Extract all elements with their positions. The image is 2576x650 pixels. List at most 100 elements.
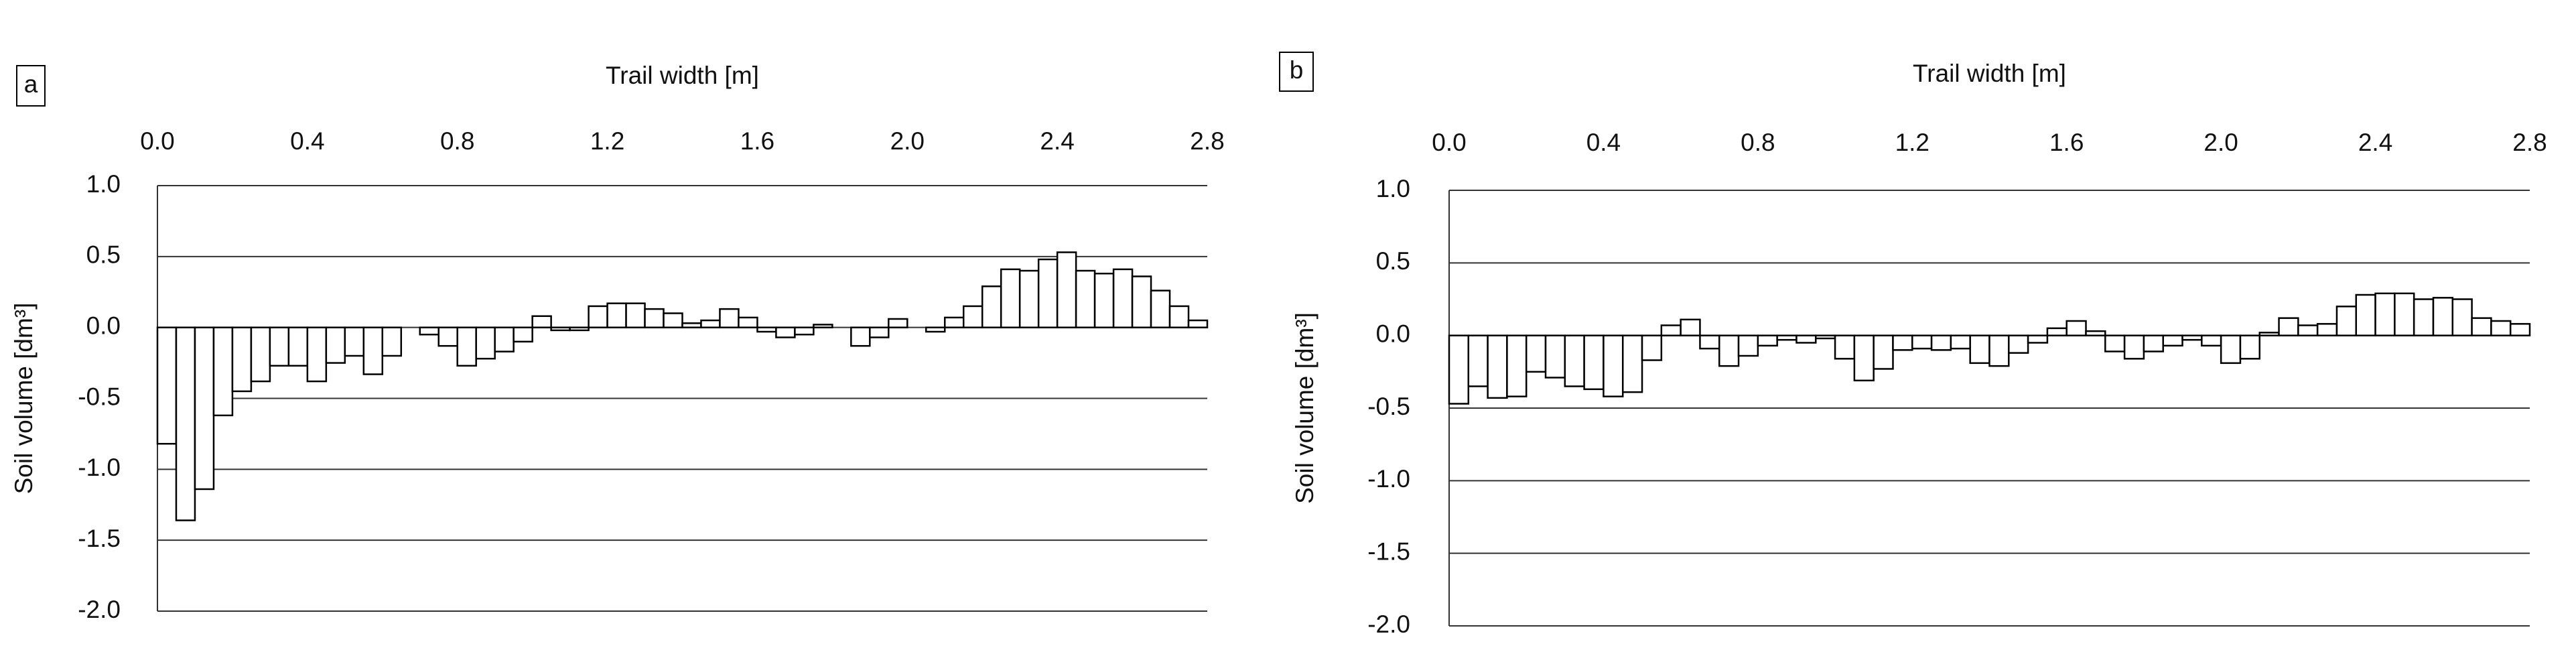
x-tick-label: 2.0 xyxy=(890,127,925,155)
bar xyxy=(2278,317,2299,336)
bar xyxy=(1660,324,1682,336)
bar xyxy=(1544,334,1566,379)
bar xyxy=(944,316,965,328)
y-tick-label: 1.0 xyxy=(86,170,121,198)
bar xyxy=(2451,298,2473,336)
bar xyxy=(606,302,627,328)
y-tick-label: -1.5 xyxy=(1367,537,1410,565)
x-tick-label: 1.2 xyxy=(590,127,624,155)
y-tick-label: 0.0 xyxy=(1376,320,1410,347)
x-tick-label: 1.6 xyxy=(2049,129,2084,156)
bar xyxy=(513,326,533,343)
bar xyxy=(1487,334,1508,399)
chart-panel: b Trail width [m] Soil volume [dm³] 1.0 0.5 0… xyxy=(1279,52,2547,638)
y-tick-label: 0.0 xyxy=(86,312,121,339)
bar xyxy=(2008,334,2029,354)
bar xyxy=(1075,269,1096,328)
panel-label-box xyxy=(16,65,46,107)
bar xyxy=(1988,334,2010,367)
bar xyxy=(325,326,346,364)
bar xyxy=(231,326,253,393)
bar xyxy=(1448,334,1470,405)
bar xyxy=(2162,334,2183,347)
bar xyxy=(2123,334,2145,360)
x-tick-label: 0.0 xyxy=(140,127,174,155)
bar xyxy=(775,326,796,338)
bar xyxy=(588,305,608,328)
x-tick-label: 0.8 xyxy=(440,127,474,155)
y-tick-label: -2.0 xyxy=(1367,610,1410,638)
y-tick-label: 0.5 xyxy=(86,241,121,269)
bar xyxy=(1621,334,1643,393)
bar xyxy=(1018,269,1040,328)
panel-label: b xyxy=(1290,56,1304,84)
y-tick-label: -1.0 xyxy=(1367,465,1410,493)
bar xyxy=(156,326,178,445)
bar xyxy=(2432,297,2454,336)
x-tick-label: 2.8 xyxy=(1190,127,1224,155)
bar xyxy=(475,326,496,360)
bar xyxy=(644,308,665,328)
x-axis-title: Trail width [m] xyxy=(1913,60,2066,87)
bar xyxy=(1187,319,1209,328)
y-tick-label: -0.5 xyxy=(1367,393,1410,420)
bar xyxy=(250,326,271,383)
bar xyxy=(1737,334,1759,357)
bar xyxy=(869,326,890,338)
bar xyxy=(1718,334,1740,367)
bar xyxy=(1168,305,1190,328)
bar xyxy=(456,326,477,367)
bar xyxy=(1603,334,1624,397)
bar xyxy=(1815,334,1836,340)
bar xyxy=(344,326,365,357)
x-tick-label: 2.4 xyxy=(2358,129,2392,156)
bar xyxy=(1056,251,1077,328)
bar xyxy=(2335,306,2358,336)
x-tick-label: 1.6 xyxy=(740,127,774,155)
bar xyxy=(1131,275,1152,328)
bar xyxy=(888,318,908,328)
bar xyxy=(2355,294,2376,336)
bar xyxy=(194,326,215,491)
bar xyxy=(2297,324,2319,336)
bar xyxy=(437,326,458,347)
x-tick-label: 1.2 xyxy=(1895,129,1929,156)
bar xyxy=(2316,323,2338,336)
bar xyxy=(1969,334,1990,365)
x-tick-label: 0.4 xyxy=(290,127,324,155)
chart-panel: a Trail width [m] Soil volume [dm³] 1.0 0.5 0… xyxy=(10,62,1225,623)
bar xyxy=(813,324,833,328)
bar xyxy=(2065,320,2087,336)
bar xyxy=(2181,334,2203,341)
bar xyxy=(2374,292,2396,336)
y-tick-label: 0.5 xyxy=(1376,247,1410,275)
bar xyxy=(2046,327,2067,336)
bar xyxy=(850,326,871,347)
bar xyxy=(625,302,646,328)
bar xyxy=(1892,334,1913,351)
bar xyxy=(2027,334,2049,344)
x-tick-label: 2.8 xyxy=(2512,129,2547,156)
bar xyxy=(1525,334,1547,373)
bar xyxy=(2490,320,2512,336)
bar xyxy=(700,319,721,328)
bar xyxy=(531,315,552,328)
bar xyxy=(2220,334,2242,365)
bar xyxy=(1506,334,1528,397)
y-axis-title: Soil volume [dm³] xyxy=(10,303,38,495)
bar xyxy=(175,326,196,521)
bar xyxy=(1564,334,1585,387)
bar xyxy=(2258,332,2280,336)
bar xyxy=(1000,268,1021,328)
bar xyxy=(494,326,515,352)
bar xyxy=(1795,334,1817,344)
bar xyxy=(1583,334,1605,391)
bar xyxy=(1873,334,1894,370)
bar xyxy=(269,326,290,367)
x-tick-label: 0.4 xyxy=(1586,129,1621,156)
y-tick-label: -1.0 xyxy=(78,454,121,481)
y-tick-label: -1.5 xyxy=(78,525,121,552)
bar xyxy=(1699,334,1720,350)
bar xyxy=(1834,334,1856,360)
